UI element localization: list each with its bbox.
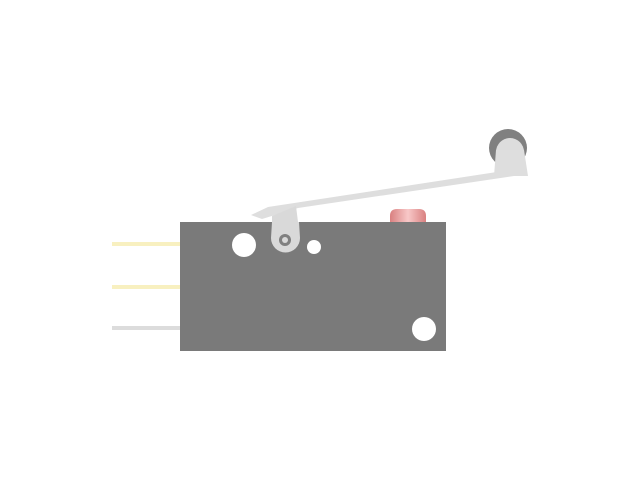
mounting-hole-left — [232, 233, 256, 257]
pivot-front — [271, 222, 300, 253]
small-hole — [307, 240, 321, 254]
roller-bracket — [494, 150, 528, 176]
pivot-pin-center-front — [282, 237, 288, 243]
lead-2 — [112, 285, 180, 289]
lead-3 — [112, 326, 180, 330]
lever-arm — [251, 170, 514, 219]
lead-1 — [112, 242, 180, 246]
switch-body — [180, 222, 446, 351]
terminal-leads — [112, 242, 180, 330]
mounting-hole-right — [412, 317, 436, 341]
